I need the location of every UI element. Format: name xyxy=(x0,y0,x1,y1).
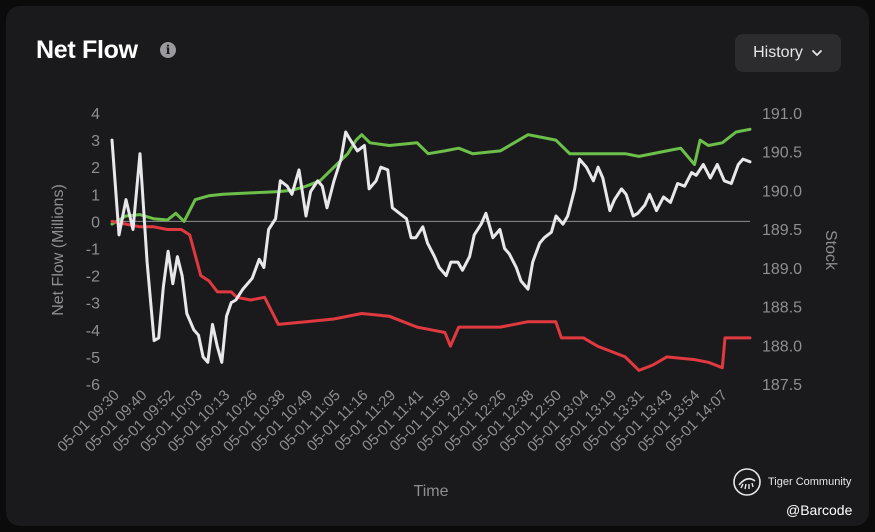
y-tick-right: 187.5 xyxy=(762,377,802,394)
info-icon[interactable]: i xyxy=(160,42,176,58)
history-label: History xyxy=(753,44,803,61)
y-tick-left: -2 xyxy=(86,269,100,286)
y-tick-left: -4 xyxy=(86,323,100,340)
series-line-0 xyxy=(110,127,752,226)
x-axis-label: Time xyxy=(414,483,449,500)
y-tick-right: 190.5 xyxy=(762,145,802,162)
y-axis-label-right: Stock xyxy=(822,230,839,271)
y-tick-right: 191.0 xyxy=(762,106,802,123)
y-tick-left: 2 xyxy=(91,160,100,177)
y-tick-left: -1 xyxy=(86,242,100,259)
page-title: Net Flow xyxy=(36,36,138,64)
y-tick-left: 0 xyxy=(91,214,100,231)
y-tick-right: 188.0 xyxy=(762,338,802,355)
chevron-down-icon xyxy=(811,50,822,56)
history-dropdown-button[interactable]: History xyxy=(735,34,841,72)
y-tick-left: 1 xyxy=(91,187,100,204)
y-tick-right: 189.0 xyxy=(762,261,802,278)
series-line-1 xyxy=(110,219,752,372)
y-tick-right: 190.0 xyxy=(762,183,802,200)
y-tick-left: -5 xyxy=(86,350,100,367)
y-tick-left: 3 xyxy=(91,133,100,150)
y-tick-right: 188.5 xyxy=(762,300,802,317)
tiger-community-brand: Tiger Community xyxy=(732,467,851,497)
y-tick-right: 189.5 xyxy=(762,222,802,239)
series-line-2 xyxy=(110,130,752,364)
y-axis-label-left: Net Flow (Millions) xyxy=(50,184,67,316)
tiger-logo-icon xyxy=(733,468,761,496)
y-tick-left: -6 xyxy=(86,377,100,394)
y-tick-left: 4 xyxy=(91,106,100,123)
brand-label: Tiger Community xyxy=(768,476,852,488)
watermark: @Barcode xyxy=(786,502,853,518)
y-tick-left: -3 xyxy=(86,296,100,313)
